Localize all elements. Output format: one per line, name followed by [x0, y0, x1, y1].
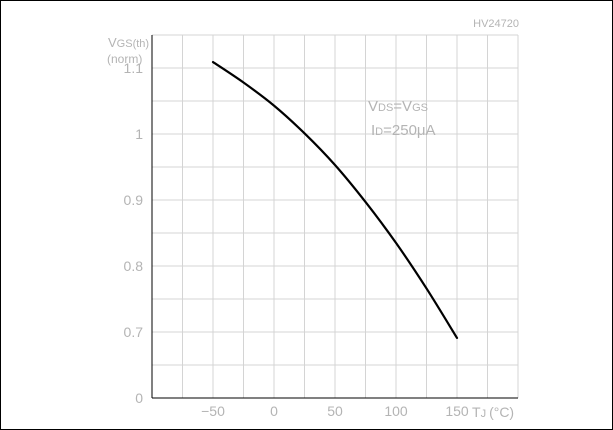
- annotation-eq: =V: [393, 98, 412, 115]
- x-tick-label: −50: [201, 403, 225, 419]
- tick-labels: −50 0 50 100 150 0 0.7 0.8 0.9 1 1.1: [124, 60, 469, 419]
- annotation-vds: V: [368, 98, 378, 115]
- x-axis-label-sub: J: [481, 408, 487, 420]
- annotation-id-sub: D: [375, 126, 383, 138]
- y-tick-label: 0: [135, 390, 143, 406]
- annotation-vds-sub: DS: [378, 102, 393, 114]
- x-axis-label-main: T: [472, 404, 481, 420]
- x-tick-label: 150: [445, 403, 469, 419]
- y-tick-label: 0.7: [124, 324, 144, 340]
- annotation-line1: VDS=VGS: [368, 98, 428, 115]
- annotation-current: =250μA: [383, 122, 435, 139]
- y-tick-label: 0.9: [124, 192, 144, 208]
- y-tick-label: 0.8: [124, 258, 144, 274]
- x-tick-label: 50: [327, 403, 343, 419]
- x-tick-label: 0: [270, 403, 278, 419]
- y-axis-label: VGS(th): [108, 35, 149, 50]
- chart-code: HV24720: [473, 18, 519, 30]
- annotation-vgs-sub: GS: [412, 102, 428, 114]
- axes: [151, 35, 518, 399]
- grid-lines: [152, 34, 519, 398]
- series-layer: [211, 60, 459, 340]
- annotation-id: I: [371, 122, 375, 139]
- x-axis-label-unit: (°C): [489, 404, 514, 420]
- y-axis-label-sub: GS(th): [117, 38, 149, 50]
- x-axis-label: TJ (°C): [472, 404, 514, 420]
- x-tick-label: 100: [384, 403, 408, 419]
- y-tick-label: 1: [135, 126, 143, 142]
- y-axis-label-main: V: [108, 35, 117, 50]
- series-line: [211, 60, 459, 340]
- y-axis-label-norm: (norm): [107, 52, 142, 66]
- y-tick-label: 1.1: [124, 60, 144, 76]
- annotation-line2: ID=250μA: [371, 122, 436, 139]
